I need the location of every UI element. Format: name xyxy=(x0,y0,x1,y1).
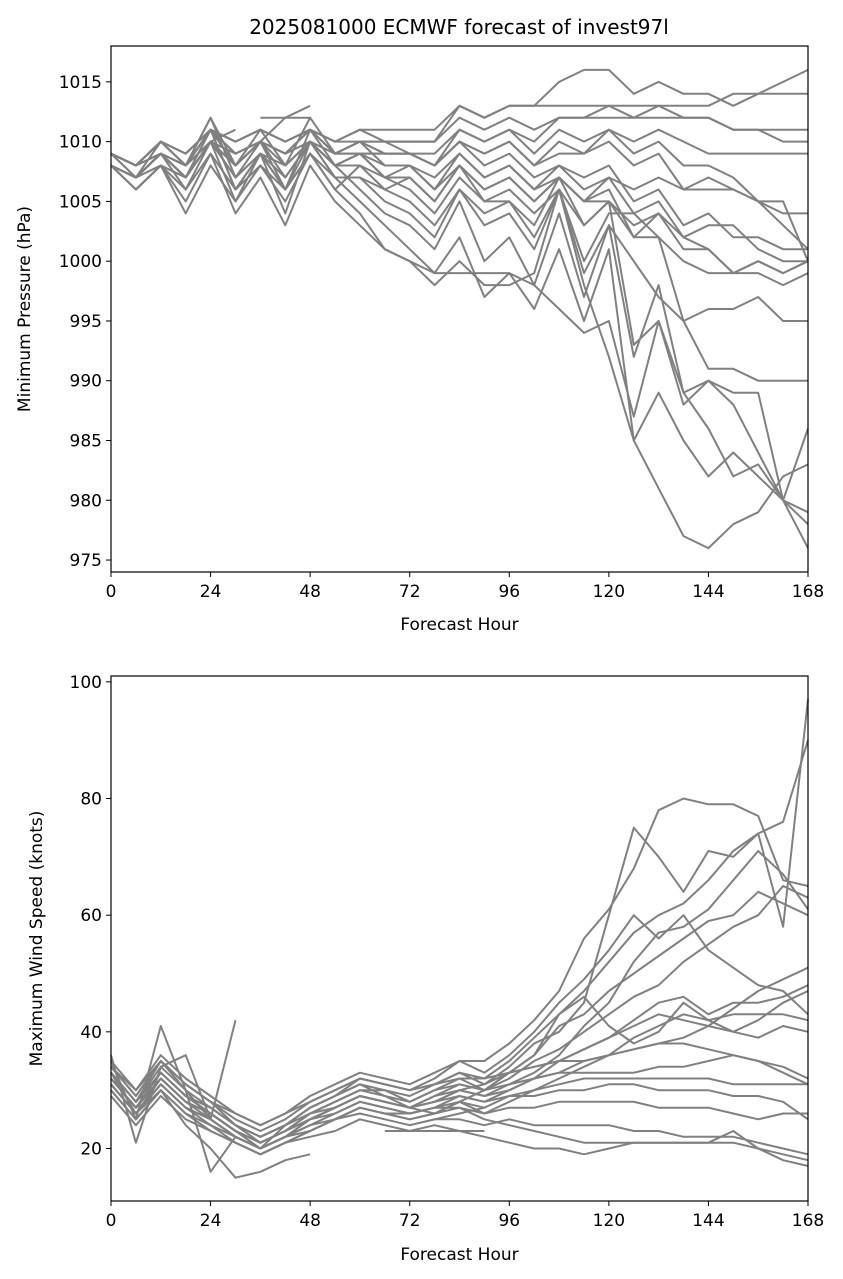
pressure-panel: 2025081000 ECMWF forecast of invest97l 0… xyxy=(15,15,824,635)
wind-series-lines xyxy=(110,699,809,1179)
y-tick-label: 80 xyxy=(80,790,102,810)
pressure-x-axis-label: Forecast Hour xyxy=(400,615,518,635)
wind-series-line-25 xyxy=(409,1106,485,1127)
wind-series-line-23 xyxy=(110,1072,311,1179)
x-tick-label: 120 xyxy=(593,1211,625,1231)
x-tick-label: 0 xyxy=(106,582,117,602)
pressure-y-ticks: 975 980 985 990 995 1000 1005 1010 1015 xyxy=(59,73,111,571)
wind-panel: 0 24 48 72 96 120 144 168 20 40 60 80 100 Forecast … xyxy=(27,673,824,1265)
wind-series-line-22 xyxy=(110,1019,237,1144)
x-tick-label: 168 xyxy=(792,1211,824,1231)
wind-x-axis-label: Forecast Hour xyxy=(400,1245,518,1265)
y-tick-label: 40 xyxy=(80,1023,102,1043)
pressure-series-line-7 xyxy=(110,152,808,322)
x-tick-label: 144 xyxy=(692,582,724,602)
y-tick-label: 990 xyxy=(70,372,102,392)
y-tick-label: 980 xyxy=(70,491,102,511)
wind-x-ticks: 0 24 48 72 96 120 144 168 xyxy=(106,1201,824,1231)
pressure-series-line-18 xyxy=(110,128,808,167)
y-tick-label: 1000 xyxy=(59,252,102,272)
y-tick-label: 975 xyxy=(70,551,102,571)
pressure-series-line-19 xyxy=(110,152,809,262)
wind-series-line-10 xyxy=(110,995,809,1132)
x-tick-label: 24 xyxy=(200,1211,222,1231)
y-tick-label: 985 xyxy=(70,432,102,452)
pressure-x-ticks: 0 24 48 72 96 120 144 168 xyxy=(106,572,824,602)
pressure-plot-frame xyxy=(110,45,809,573)
wind-series-line-19 xyxy=(110,966,809,1138)
x-tick-label: 96 xyxy=(498,582,520,602)
x-tick-label: 0 xyxy=(106,1211,117,1231)
wind-series-line-21 xyxy=(110,1025,237,1173)
wind-series-line-7 xyxy=(110,914,809,1127)
pressure-series-line-23 xyxy=(110,104,311,179)
y-tick-label: 995 xyxy=(70,312,102,332)
x-tick-label: 144 xyxy=(692,1211,724,1231)
chart-title: 2025081000 ECMWF forecast of invest97l xyxy=(249,15,669,39)
x-tick-label: 48 xyxy=(299,1211,321,1231)
wind-y-ticks: 20 40 60 80 100 xyxy=(70,673,111,1160)
x-tick-label: 168 xyxy=(792,582,824,602)
pressure-series-lines xyxy=(110,68,809,550)
y-tick-label: 100 xyxy=(70,673,102,693)
pressure-y-axis-label: Minimum Pressure (hPa) xyxy=(15,206,35,412)
wind-series-line-18 xyxy=(110,1077,809,1162)
x-tick-label: 48 xyxy=(299,582,321,602)
x-tick-label: 120 xyxy=(593,582,625,602)
x-tick-label: 24 xyxy=(200,582,222,602)
x-tick-label: 96 xyxy=(498,1211,520,1231)
pressure-series-line-2 xyxy=(110,140,809,549)
y-tick-label: 60 xyxy=(80,906,102,926)
y-tick-label: 1010 xyxy=(59,133,102,153)
x-tick-label: 72 xyxy=(399,582,421,602)
wind-series-line-16 xyxy=(110,1083,809,1156)
wind-y-axis-label: Maximum Wind Speed (knots) xyxy=(27,811,47,1067)
x-tick-label: 72 xyxy=(399,1211,421,1231)
y-tick-label: 1015 xyxy=(59,73,102,93)
y-tick-label: 1005 xyxy=(59,192,102,212)
wind-series-line-20 xyxy=(110,990,809,1127)
pressure-series-line-22 xyxy=(110,128,236,167)
wind-plot-frame xyxy=(110,675,809,1202)
pressure-series-line-4 xyxy=(110,152,809,550)
y-tick-label: 20 xyxy=(80,1140,102,1160)
